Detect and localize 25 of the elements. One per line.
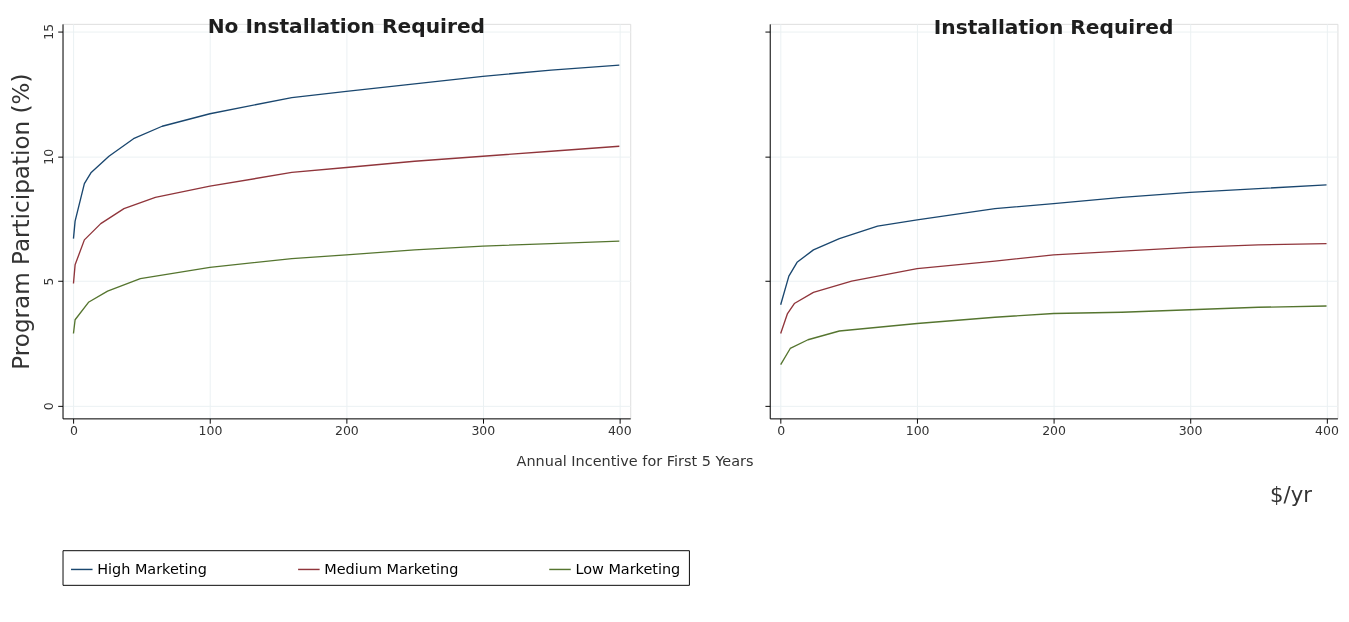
x-tick-label: 300 <box>1178 423 1203 439</box>
y-tick-label: 5 <box>41 277 57 286</box>
y-tick-label: 15 <box>41 23 57 40</box>
x-axis-title: Annual Incentive for First 5 Years <box>516 453 754 470</box>
y-tick-label: 10 <box>41 148 57 165</box>
legend-label: Low Marketing <box>575 561 681 578</box>
text: $/yr <box>1270 482 1313 508</box>
x-tick-label: 100 <box>198 423 223 439</box>
chart-title: Installation Required <box>933 14 1174 39</box>
x-tick-label: 100 <box>905 423 930 439</box>
x-tick-label: 200 <box>1042 423 1067 439</box>
legend-label: High Marketing <box>97 561 207 578</box>
legend-label: Medium Marketing <box>324 561 459 578</box>
chart-title: No Installation Required <box>207 14 486 39</box>
line-series <box>72 145 620 285</box>
x-tick-label: 0 <box>777 423 786 439</box>
line-series <box>72 240 620 335</box>
x-tick-label: 200 <box>334 423 359 439</box>
line-series <box>72 64 620 240</box>
x-tick-label: 400 <box>1315 423 1339 439</box>
y-axis-title: Program Participation (%) <box>8 73 35 370</box>
y-tick-label: 0 <box>41 402 57 411</box>
x-tick-label: 0 <box>69 423 78 439</box>
x-tick-label: 300 <box>471 423 496 439</box>
x-tick-label: 400 <box>607 423 632 439</box>
